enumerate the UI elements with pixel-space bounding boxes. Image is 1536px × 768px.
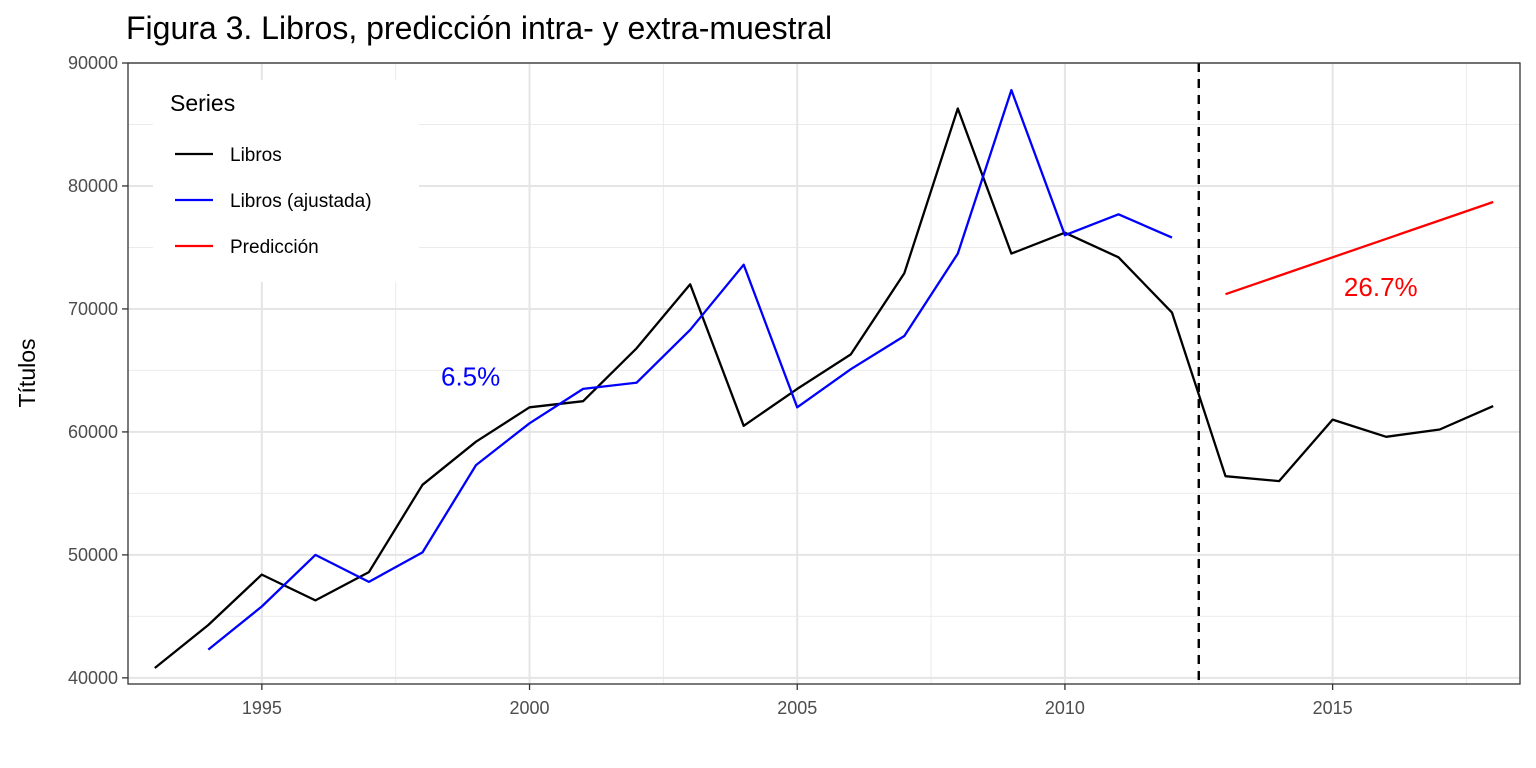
y-axis-title: Títulos — [14, 338, 40, 407]
x-tick-label: 2000 — [510, 698, 550, 718]
y-tick-label: 90000 — [68, 53, 118, 73]
legend-label-libros: Libros — [230, 145, 282, 166]
annotation-label: 6.5% — [441, 362, 500, 392]
plot-panel: 6.5% 26.7% — [127, 62, 1521, 685]
y-tick-label: 50000 — [68, 545, 118, 565]
x-tick-label: 2015 — [1313, 698, 1353, 718]
series-line-libros-ajustada — [207, 88, 1173, 651]
legend-label-libros-ajustada: Libros (ajustada) — [230, 191, 372, 212]
y-tick-label: 60000 — [68, 422, 118, 442]
panel-border — [127, 62, 1521, 685]
x-tick-label: 2005 — [777, 698, 817, 718]
legend-title: Series — [170, 90, 235, 116]
annotation-label: 26.7% — [1344, 272, 1418, 302]
y-tick-label: 40000 — [68, 668, 118, 688]
x-tick-label: 1995 — [242, 698, 282, 718]
chart-title: Figura 3. Libros, predicción intra- y ex… — [126, 10, 832, 46]
y-tick-label: 70000 — [68, 299, 118, 319]
legend-background — [153, 80, 419, 282]
series-line-predicci-n — [1225, 200, 1494, 296]
y-tick-label: 80000 — [68, 176, 118, 196]
x-tick-label: 2010 — [1045, 698, 1085, 718]
legend-label-prediccion: Predicción — [230, 237, 319, 258]
legend: Series Libros Libros (ajustada) Predicci… — [153, 80, 419, 282]
series-line-libros — [154, 107, 1494, 669]
